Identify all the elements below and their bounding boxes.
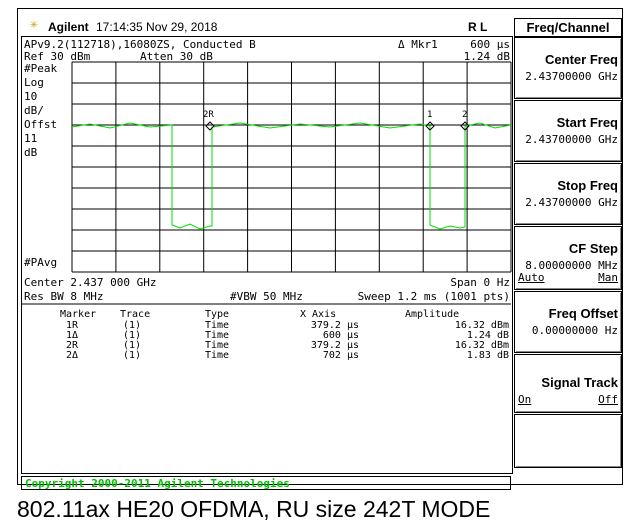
table-header: X Axis xyxy=(300,309,337,320)
table-cell: Time xyxy=(205,330,230,341)
table-cell: 1R xyxy=(66,320,79,331)
scale-label: #Peak xyxy=(24,62,58,75)
marker-label: Δ Mkr1 xyxy=(398,38,438,51)
softkey-label: Freq Offset xyxy=(548,306,618,321)
softkey-label: CF Step xyxy=(568,241,618,256)
table-cell: 1.83 dB xyxy=(466,350,509,361)
trace-marker: 2 xyxy=(462,110,468,120)
brand: Agilent xyxy=(48,20,89,34)
caption: 802.11ax HE20 OFDMA, RU size 242T MODE xyxy=(17,496,491,522)
center: Center 2.437 000 GHz xyxy=(24,276,157,289)
softkey[interactable]: Stop Freq 2.43700000 GHz xyxy=(514,163,622,225)
softkey[interactable]: Signal Track On Off xyxy=(514,354,622,413)
softkey-value: 2.43700000 GHz xyxy=(525,133,618,146)
rbw: Res BW 8 MHz xyxy=(24,290,104,303)
marker-y: 1.24 dB xyxy=(463,50,510,63)
avg-label: #PAvg xyxy=(24,256,58,269)
softkey-value: 0.00000000 Hz xyxy=(531,324,618,337)
table-cell: 1.24 dB xyxy=(466,330,509,341)
softkey-option: Man xyxy=(598,271,618,284)
table-cell: (1) xyxy=(123,320,142,331)
table-header: Trace xyxy=(120,309,151,320)
display xyxy=(21,36,513,474)
softkey-label: Stop Freq xyxy=(557,178,618,193)
vbw: #VBW 50 MHz xyxy=(230,290,303,303)
table-cell: 702 μs xyxy=(322,350,359,361)
table-cell: 600 μs xyxy=(322,330,359,341)
sweep: Sweep 1.2 ms (1001 pts) xyxy=(357,290,510,303)
softkey-label: Center Freq xyxy=(545,52,618,67)
scale-label: dB/ xyxy=(24,104,44,117)
mode: R L xyxy=(468,20,488,34)
table-cell: 379.2 μs xyxy=(310,320,359,331)
trace-marker: 1 xyxy=(427,110,433,120)
frame xyxy=(17,8,623,485)
table-header: Type xyxy=(205,309,230,320)
marker-diamonds xyxy=(205,121,470,131)
softkey[interactable] xyxy=(514,414,622,468)
span: Span 0 Hz xyxy=(450,276,510,289)
grid xyxy=(71,61,512,273)
table-cell: 1Δ xyxy=(66,330,79,341)
softkey-option: Off xyxy=(598,393,618,406)
scale-label: Log xyxy=(24,76,44,89)
softkey-label: Signal Track xyxy=(541,375,618,390)
softkey[interactable]: Start Freq 2.43700000 GHz xyxy=(514,100,622,162)
star-icon: ✳ xyxy=(30,17,38,32)
ref-level: Ref 30 dBm xyxy=(24,50,91,63)
table-cell: (1) xyxy=(123,350,142,361)
table-cell: Time xyxy=(205,320,230,331)
table-header: Marker xyxy=(60,309,97,320)
softkey-option: Auto xyxy=(518,271,545,284)
softkey-value: 2.43700000 GHz xyxy=(525,70,618,83)
copyright: Copyright 2000-2011 Agilent Technologies xyxy=(21,476,511,490)
trace-marker: 2R xyxy=(203,110,214,120)
softkey[interactable]: Freq Offset 0.00000000 Hz xyxy=(514,291,622,353)
softkey[interactable]: Center Freq 2.43700000 GHz xyxy=(514,37,622,99)
trace xyxy=(71,122,512,230)
softkey-value: 8.00000000 MHz xyxy=(525,259,618,272)
table-cell: 16.32 dBm xyxy=(454,340,509,351)
softkey-value: 2.43700000 GHz xyxy=(525,196,618,209)
datetime: 17:14:35 Nov 29, 2018 xyxy=(96,20,218,34)
table-cell: Time xyxy=(205,340,230,351)
table-cell: (1) xyxy=(123,330,142,341)
table-cell: (1) xyxy=(123,340,142,351)
menu-title: Freq/Channel xyxy=(514,18,622,37)
scale-label: dB xyxy=(24,146,38,159)
table-cell: Time xyxy=(205,350,230,361)
table-cell: 379.2 μs xyxy=(310,340,359,351)
scale-label: Offst xyxy=(24,118,58,131)
table-cell: 2Δ xyxy=(66,350,79,361)
info-line: APv9.2(112718),16080ZS, Conducted B xyxy=(24,38,256,51)
softkey-option: On xyxy=(518,393,532,406)
atten: Atten 30 dB xyxy=(140,50,213,63)
scale-label: 10 xyxy=(24,90,38,103)
marker-x: 600 μs xyxy=(470,38,510,51)
softkey-label: Start Freq xyxy=(556,115,618,130)
scale-label: 11 xyxy=(24,132,38,145)
table-cell: 16.32 dBm xyxy=(454,320,509,331)
table-header: Amplitude xyxy=(405,309,460,320)
softkey[interactable]: CF Step 8.00000000 MHz Auto Man xyxy=(514,226,622,290)
table-cell: 2R xyxy=(66,340,79,351)
